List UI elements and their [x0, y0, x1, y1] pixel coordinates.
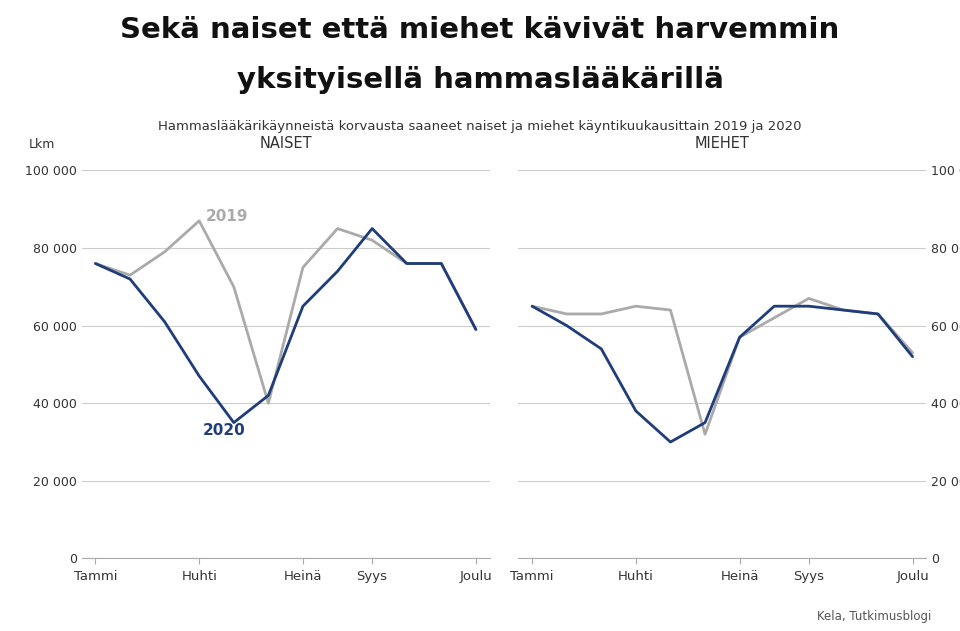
Text: 2020: 2020 — [203, 423, 246, 438]
Text: Lkm: Lkm — [29, 138, 55, 151]
Text: Kela, Tutkimusblogi: Kela, Tutkimusblogi — [817, 610, 931, 623]
Text: Sekä naiset että miehet kävivät harvemmin: Sekä naiset että miehet kävivät harvemmi… — [120, 16, 840, 44]
Text: Hammaslääkärikäynneistä korvausta saaneet naiset ja miehet käyntikuukausittain 2: Hammaslääkärikäynneistä korvausta saanee… — [158, 120, 802, 133]
Text: yksityisellä hammaslääkärillä: yksityisellä hammaslääkärillä — [236, 66, 724, 94]
Text: NAISET: NAISET — [259, 136, 312, 151]
Text: MIEHET: MIEHET — [695, 136, 750, 151]
Text: 2019: 2019 — [206, 209, 249, 225]
